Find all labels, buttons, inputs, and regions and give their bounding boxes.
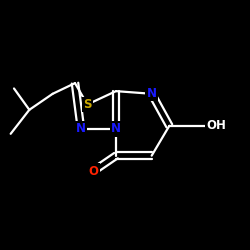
Text: OH: OH [207, 119, 227, 132]
Text: N: N [76, 122, 86, 136]
Text: S: S [83, 98, 92, 111]
Text: O: O [88, 165, 98, 178]
Text: N: N [111, 122, 121, 136]
Text: N: N [147, 87, 157, 100]
